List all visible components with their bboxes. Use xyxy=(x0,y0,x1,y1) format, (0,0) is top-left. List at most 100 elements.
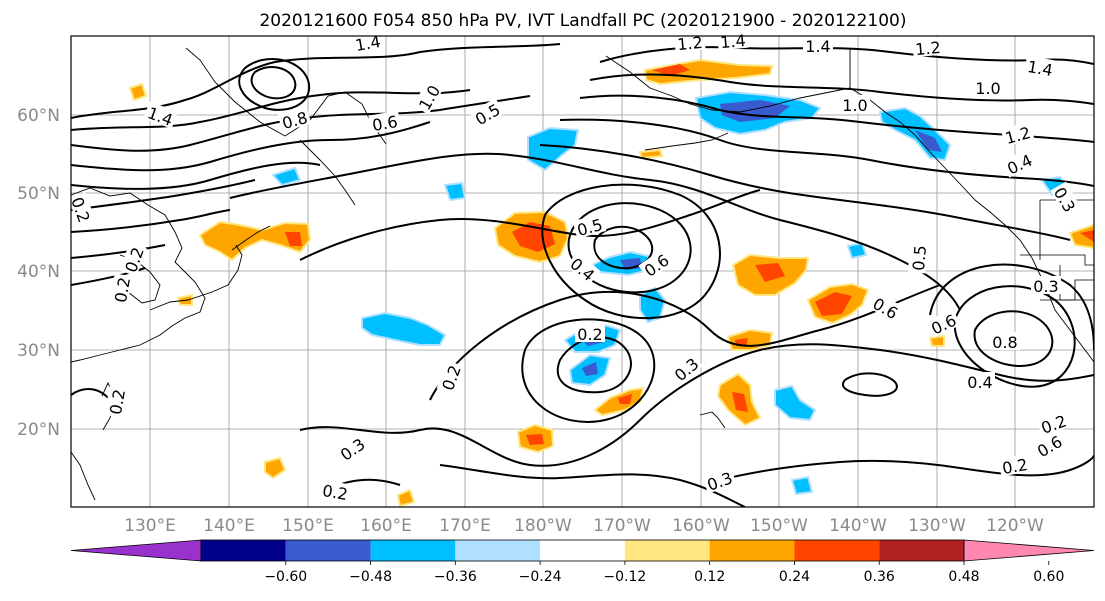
contour-label-text: 1.0 xyxy=(842,96,867,115)
contour-value-label: 0.2 xyxy=(104,385,129,418)
contour-label-backdrop xyxy=(368,110,401,134)
longitude-label: 140°W xyxy=(829,516,887,536)
contour-label-backdrop xyxy=(998,453,1031,477)
longitude-label: 150°W xyxy=(750,516,808,536)
contour-value-label: 1.4 xyxy=(717,29,749,52)
contour-label-backdrop xyxy=(334,432,370,465)
latitude-label: 60°N xyxy=(17,106,60,126)
colorbar-tick-label: −0.60 xyxy=(264,569,307,585)
contour-label-text: 0.3 xyxy=(1033,277,1058,296)
colorbar-segment xyxy=(455,540,541,561)
contour-label-text: 0.2 xyxy=(111,276,134,304)
contour-label-backdrop xyxy=(319,479,352,503)
colorbar-segment xyxy=(370,540,456,561)
contour-value-label: 1.4 xyxy=(803,36,833,56)
positive-anomaly-blob xyxy=(638,148,664,160)
contour-label-text: 0.8 xyxy=(992,333,1017,352)
contour-value-label: 0.2 xyxy=(109,273,134,306)
colorbar-tick-label: 0.12 xyxy=(694,569,725,585)
contour-label-backdrop xyxy=(575,324,605,342)
colorbar-lower-extension xyxy=(70,539,202,562)
contour-value-label: 0.6 xyxy=(368,110,401,135)
colorbar-tick-label: −0.24 xyxy=(519,569,562,585)
colorbar-segment xyxy=(201,540,286,561)
latitude-label: 50°N xyxy=(17,184,60,204)
contour-label-backdrop xyxy=(973,78,1003,96)
colorbar-tick-label: −0.36 xyxy=(434,569,477,585)
contour-value-label: 1.4 xyxy=(1024,55,1057,80)
contour-label-backdrop xyxy=(638,248,674,281)
negative-anomaly-blob xyxy=(568,353,612,387)
contour-label-backdrop xyxy=(469,97,505,129)
negative-anomaly-blob xyxy=(846,241,868,260)
negative-anomaly-blob xyxy=(790,475,814,496)
contour-label-text: 0.2 xyxy=(577,325,602,344)
colorbar-segment xyxy=(879,540,964,561)
contour-label-text: 1.2 xyxy=(676,33,703,54)
contour-label-backdrop xyxy=(566,251,601,286)
longitude-label: 180°W xyxy=(514,516,572,536)
contour-value-label: 0.2 xyxy=(575,324,605,344)
contour-label-backdrop xyxy=(990,332,1020,350)
contour-value-label: 0.8 xyxy=(990,332,1020,352)
contour-label-backdrop xyxy=(702,466,737,494)
longitude-label: 130°W xyxy=(908,516,966,536)
figure-title: 2020121600 F054 850 hPa PV, IVT Landfall… xyxy=(259,11,906,31)
colorbar-tick-label: 0.36 xyxy=(864,569,895,585)
contour-label-backdrop xyxy=(868,291,904,323)
contour-label-backdrop xyxy=(277,106,312,132)
colorbar-tick-label: −0.12 xyxy=(603,569,646,585)
contour-label-backdrop xyxy=(412,79,444,115)
contour-label-backdrop xyxy=(1036,409,1071,437)
colorbar-segment xyxy=(285,540,371,561)
longitude-label: 170°E xyxy=(439,516,491,536)
contour-value-label: 1.0 xyxy=(840,95,870,115)
colorbar-upper-extension xyxy=(963,539,1095,562)
longitude-label: 150°E xyxy=(282,516,334,536)
contour-label-text: 0.2 xyxy=(321,481,349,504)
contour-label-backdrop xyxy=(965,372,995,390)
contour-label-text: 1.4 xyxy=(354,32,382,55)
longitude-label: 120°W xyxy=(986,516,1044,536)
latitude-labels: 60°N 50°N 40°N 30°N 20°N xyxy=(17,106,60,440)
contour-label-backdrop xyxy=(668,351,703,386)
contour-label-text: 1.4 xyxy=(805,37,830,56)
latitude-label: 40°N xyxy=(17,262,60,282)
contour-label-backdrop xyxy=(1024,55,1057,79)
positive-anomaly-blob xyxy=(806,282,870,325)
contour-value-label: 1.0 xyxy=(973,78,1003,98)
negative-anomaly-blob xyxy=(878,106,952,162)
positive-anomaly-blob xyxy=(928,334,945,347)
colorbar-tick-label: 0.24 xyxy=(779,569,810,585)
longitude-label: 170°W xyxy=(593,516,651,536)
contour-label-backdrop xyxy=(143,101,178,129)
contour-label-backdrop xyxy=(119,242,147,277)
map-frame xyxy=(70,35,1095,508)
contour-label-backdrop xyxy=(1000,121,1035,147)
contour-label-backdrop xyxy=(104,385,128,418)
positive-anomaly-blob xyxy=(516,423,555,454)
contour-label-text: 1.4 xyxy=(719,31,746,52)
latitude-label: 30°N xyxy=(17,341,60,361)
colorbar-segment xyxy=(540,540,625,561)
contour-label-backdrop xyxy=(925,308,961,338)
contour-label-text: 1.2 xyxy=(914,38,941,59)
contour-label-text: 0.2 xyxy=(1001,455,1029,478)
colorbar-segment xyxy=(709,540,795,561)
longitude-label: 160°E xyxy=(360,516,412,536)
map-panel: 1.4 1.2 1.4 1.4 1.21.41.01.01.4 0.8 0.6 0.51.01… xyxy=(67,29,1095,508)
contour-label-backdrop xyxy=(907,242,929,274)
contour-label-backdrop xyxy=(674,31,706,53)
colorbar-segment xyxy=(624,540,710,561)
contour-value-label: 0.8 xyxy=(277,106,312,133)
negative-anomaly-blob xyxy=(361,311,447,346)
contour-label-backdrop xyxy=(1001,148,1037,178)
longitude-labels: 130°E 140°E 150°E 160°E 170°E 180°W 170°W 160°W… xyxy=(124,516,1044,536)
contour-label-backdrop xyxy=(572,213,607,239)
contour-value-label: 0.2 xyxy=(998,453,1031,478)
contour-value-label: 1.2 xyxy=(912,36,944,59)
contour-label-backdrop xyxy=(1031,429,1067,461)
longitude-label: 160°W xyxy=(672,516,730,536)
contour-label-backdrop xyxy=(1050,181,1082,217)
